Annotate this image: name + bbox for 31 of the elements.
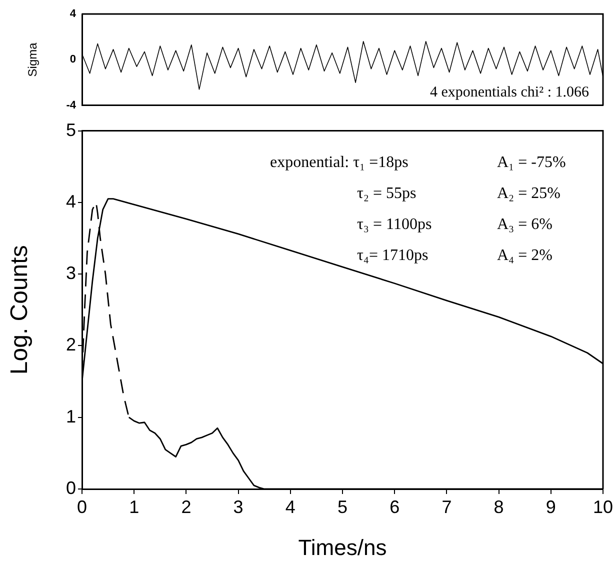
y-axis-title: Sigma	[26, 42, 40, 77]
x-tick-label: 4	[285, 496, 296, 517]
y-tick-label: 2	[66, 334, 76, 355]
y-tick-label: 5	[66, 120, 76, 140]
annotation: exponential: τ₁ =18ps	[270, 154, 408, 172]
y-tick-label: 1	[66, 406, 76, 426]
annotation: A₄ = 2%	[497, 247, 552, 264]
annotation: τ₂ = 55ps	[357, 185, 416, 202]
x-axis-title: Times/ns	[298, 534, 387, 560]
x-tick-label: 9	[546, 496, 556, 517]
y-axis-title: Log. Counts	[6, 245, 34, 375]
y-tick-label: 3	[66, 263, 76, 284]
y-tick-label: 4	[66, 191, 76, 212]
x-tick-label: 3	[233, 496, 244, 517]
annotation: τ₄= 1710ps	[357, 247, 428, 264]
x-tick-label: 6	[390, 496, 400, 517]
x-tick-label: 8	[494, 496, 504, 517]
y-tick-label: 4	[70, 8, 77, 20]
y-tick-label: -4	[66, 99, 77, 112]
x-tick-label: 1	[129, 496, 140, 517]
annotation: A₃ = 6%	[497, 216, 552, 234]
annotation: 4 exponentials chi² : 1.066	[430, 84, 590, 100]
x-tick-label: 7	[442, 496, 452, 517]
annotation: τ₃ = 1100ps	[357, 216, 432, 234]
x-tick-label: 5	[337, 496, 348, 517]
annotation: A₁ = -75%	[497, 154, 566, 172]
y-tick-label: 0	[66, 478, 76, 498]
x-tick-label: 2	[181, 496, 192, 517]
annotation: A₂ = 25%	[497, 185, 560, 202]
y-tick-label: 0	[70, 54, 76, 66]
x-tick-label: 10	[592, 496, 614, 517]
